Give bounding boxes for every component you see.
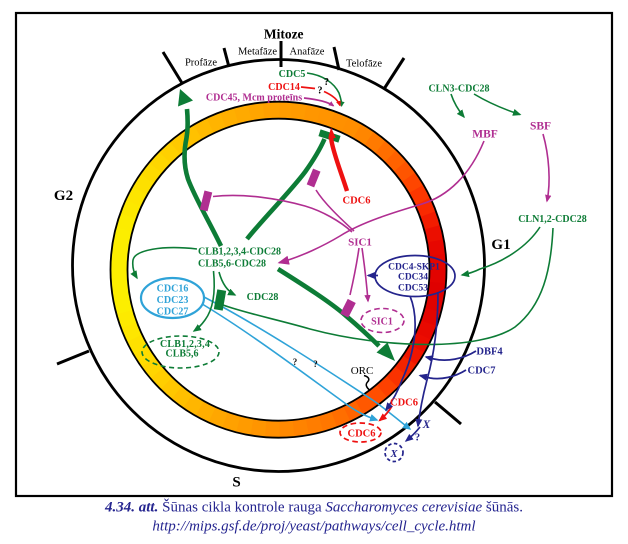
svg-text:CLN3-CDC28: CLN3-CDC28	[428, 84, 489, 95]
svg-text:MBF: MBF	[472, 129, 498, 141]
svg-text:CLN1,2-CDC28: CLN1,2-CDC28	[518, 214, 587, 225]
svg-text:CLB1,2,3,4-CDC28: CLB1,2,3,4-CDC28	[198, 247, 281, 258]
svg-text:CDC27: CDC27	[157, 307, 189, 318]
svg-text:CDC34: CDC34	[398, 273, 428, 283]
svg-text:CDC16: CDC16	[157, 284, 189, 295]
svg-text:CDC6: CDC6	[390, 398, 418, 409]
svg-text:Anafāze: Anafāze	[290, 47, 325, 58]
svg-text:?: ?	[318, 86, 323, 97]
svg-text:?: ?	[293, 357, 298, 367]
svg-text:G2: G2	[54, 188, 73, 204]
svg-text:CDC45, Mcm proteīns: CDC45, Mcm proteīns	[206, 93, 302, 104]
svg-text:DBF4: DBF4	[476, 347, 503, 358]
svg-text:4.34. att. Šūnas cikla kontrol: 4.34. att. Šūnas cikla kontrole rauga Sa…	[104, 499, 523, 516]
svg-text:CDC4-SKP1: CDC4-SKP1	[388, 263, 440, 273]
svg-text:CDC6: CDC6	[348, 429, 376, 440]
svg-text:X: X	[389, 449, 398, 460]
svg-text:CDC6: CDC6	[343, 196, 371, 207]
svg-text:SBF: SBF	[530, 121, 551, 133]
svg-text:?: ?	[313, 359, 318, 369]
svg-text:Telofāze: Telofāze	[346, 59, 382, 70]
svg-text:http://mips.gsf.de/proj/yeast/: http://mips.gsf.de/proj/yeast/pathways/c…	[152, 519, 475, 535]
svg-text:Mitoze: Mitoze	[264, 27, 304, 42]
svg-text:CDC14: CDC14	[268, 82, 300, 93]
svg-text:?: ?	[415, 433, 420, 444]
svg-text:CLB1,2,3,4: CLB1,2,3,4	[160, 339, 210, 350]
svg-text:CLB5,6: CLB5,6	[165, 349, 198, 360]
svg-text:SIC1: SIC1	[348, 237, 372, 249]
svg-text:Profāze: Profāze	[185, 58, 217, 69]
svg-text:?: ?	[324, 77, 329, 88]
svg-text:G1: G1	[491, 237, 510, 253]
svg-text:CDC5: CDC5	[279, 69, 306, 80]
svg-text:CDC28: CDC28	[247, 292, 279, 303]
svg-text:X: X	[422, 419, 431, 431]
svg-text:CLB5,6-CDC28: CLB5,6-CDC28	[198, 259, 266, 270]
svg-text:ORC: ORC	[351, 365, 374, 377]
svg-text:CDC23: CDC23	[157, 295, 189, 306]
svg-text:SIC1: SIC1	[371, 317, 393, 328]
svg-text:CDC53: CDC53	[398, 284, 428, 294]
svg-text:Metafāze: Metafāze	[238, 47, 277, 58]
svg-text:S: S	[232, 475, 240, 491]
svg-text:CDC7: CDC7	[468, 366, 496, 377]
